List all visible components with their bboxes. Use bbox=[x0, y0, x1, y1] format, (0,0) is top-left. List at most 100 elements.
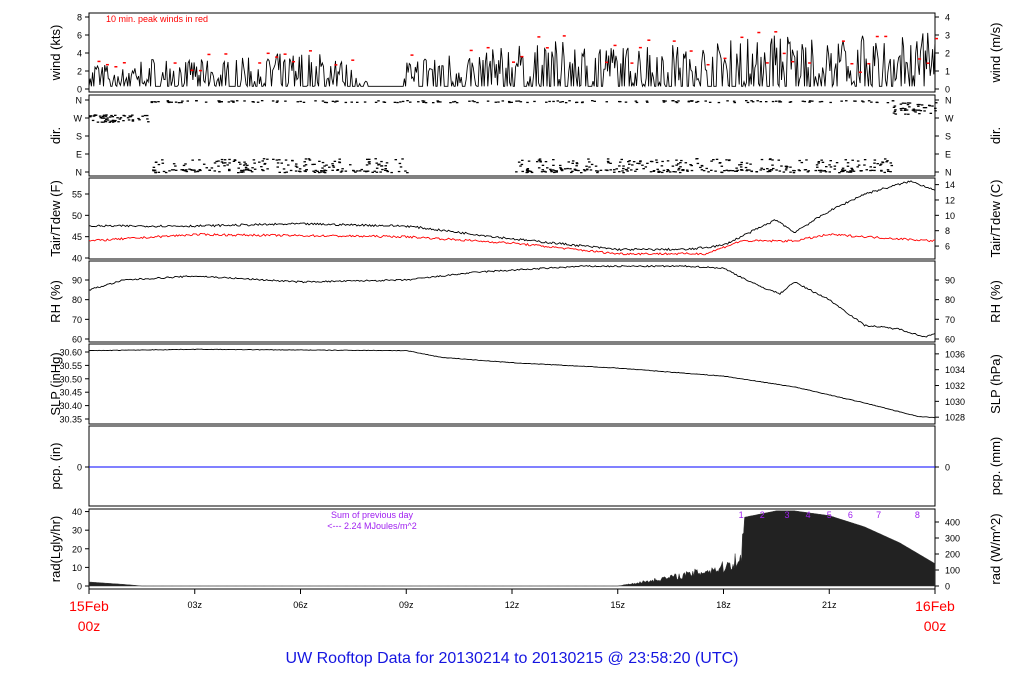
wind-direction-point bbox=[899, 103, 903, 105]
wind-direction-point bbox=[424, 102, 428, 104]
right-axis-label: dir. bbox=[988, 127, 1003, 144]
wind-direction-point bbox=[894, 113, 898, 115]
tick-label: 55 bbox=[72, 190, 82, 200]
wind-direction-point bbox=[266, 158, 269, 160]
wind-direction-point bbox=[649, 171, 653, 173]
wind-direction-point bbox=[111, 121, 115, 123]
wind-direction-point bbox=[841, 169, 844, 171]
wind-direction-point bbox=[840, 170, 843, 173]
wind-direction-point bbox=[744, 166, 748, 169]
wind-direction-point bbox=[588, 166, 591, 168]
wind-direction-point bbox=[904, 108, 907, 110]
wind-direction-point bbox=[828, 171, 832, 173]
wind-direction-point bbox=[789, 171, 792, 173]
wind-direction-point bbox=[876, 101, 879, 104]
wind-direction-point bbox=[625, 169, 628, 171]
wind-direction-point bbox=[94, 114, 98, 116]
wind-direction-point bbox=[331, 163, 334, 165]
wind-direction-point bbox=[735, 170, 739, 172]
wind-direction-point bbox=[92, 115, 95, 117]
wind-direction-point bbox=[804, 169, 808, 171]
wind-direction-point bbox=[618, 171, 621, 173]
wind-direction-point bbox=[803, 100, 807, 103]
wind-direction-point bbox=[768, 170, 772, 173]
wind-direction-point bbox=[801, 100, 805, 102]
wind-direction-point bbox=[705, 167, 708, 170]
wind-direction-point bbox=[325, 101, 329, 104]
wind-direction-point bbox=[354, 171, 357, 173]
wind-direction-point bbox=[798, 170, 801, 172]
wind-direction-point bbox=[856, 160, 860, 162]
wind-direction-point bbox=[901, 107, 905, 109]
left-axis-label: dir. bbox=[48, 127, 63, 144]
wind-direction-point bbox=[635, 168, 639, 170]
wind-direction-point bbox=[899, 108, 903, 110]
wind-direction-point bbox=[192, 169, 196, 171]
wind-direction-point bbox=[199, 169, 202, 172]
wind-direction-point bbox=[128, 115, 131, 117]
wind-direction-point bbox=[117, 121, 120, 123]
wind-direction-point bbox=[828, 164, 831, 166]
wind-direction-point bbox=[170, 101, 173, 103]
wind-direction-point bbox=[846, 165, 850, 167]
wind-direction-point bbox=[537, 167, 541, 169]
wind-direction-point bbox=[537, 159, 541, 161]
wind-direction-point bbox=[656, 168, 659, 170]
peak-wind-mark bbox=[562, 35, 566, 37]
peak-wind-mark bbox=[334, 64, 338, 66]
wind-direction-point bbox=[519, 101, 523, 103]
peak-wind-mark bbox=[765, 62, 769, 64]
wind-direction-point bbox=[401, 158, 404, 160]
wind-direction-point bbox=[914, 111, 917, 113]
wind-direction-point bbox=[322, 170, 325, 172]
wind-direction-point bbox=[336, 169, 339, 171]
wind-direction-point bbox=[591, 100, 594, 102]
wind-direction-point bbox=[729, 169, 732, 172]
wind-direction-point bbox=[886, 169, 890, 171]
wind-direction-point bbox=[352, 170, 356, 172]
wind-direction-point bbox=[218, 171, 221, 173]
wind-direction-point bbox=[922, 107, 926, 109]
wind-direction-point bbox=[817, 162, 820, 164]
wind-direction-point bbox=[589, 169, 593, 171]
wind-direction-point bbox=[759, 101, 763, 103]
wind-direction-point bbox=[184, 163, 187, 165]
tick-label: 90 bbox=[945, 276, 955, 286]
wind-direction-point bbox=[588, 161, 591, 163]
wind-direction-point bbox=[365, 158, 369, 160]
wind-direction-point bbox=[735, 167, 738, 169]
wind-direction-point bbox=[934, 102, 938, 104]
peak-wind-mark bbox=[774, 31, 778, 33]
tick-label: 8 bbox=[77, 13, 82, 23]
wind-direction-point bbox=[535, 161, 539, 163]
wind-direction-point bbox=[606, 158, 610, 160]
wind-direction-point bbox=[284, 159, 288, 161]
wind-direction-point bbox=[258, 161, 261, 163]
wind-direction-point bbox=[849, 171, 853, 173]
wind-direction-point bbox=[666, 160, 670, 162]
wind-direction-point bbox=[244, 168, 248, 170]
wind-direction-point bbox=[89, 115, 92, 117]
wind-direction-point bbox=[678, 171, 682, 174]
peak-wind-mark bbox=[520, 55, 524, 58]
wind-direction-point bbox=[807, 170, 811, 172]
wind-direction-point bbox=[190, 169, 194, 171]
wind-direction-point bbox=[891, 100, 895, 102]
wind-direction-point bbox=[303, 161, 306, 163]
wind-direction-point bbox=[632, 161, 636, 163]
tick-label: 4 bbox=[77, 49, 82, 59]
wind-direction-point bbox=[422, 101, 425, 103]
wind-direction-point bbox=[739, 166, 743, 168]
wind-direction-point bbox=[473, 101, 476, 103]
left-axis-label: RH (%) bbox=[48, 280, 63, 323]
peak-wind-mark bbox=[224, 53, 228, 55]
wind-direction-point bbox=[666, 169, 669, 171]
wind-direction-point bbox=[287, 164, 290, 166]
wind-direction-point bbox=[778, 101, 781, 103]
wind-direction-point bbox=[671, 100, 674, 102]
wind-direction-point bbox=[98, 115, 102, 117]
wind-direction-point bbox=[712, 159, 715, 161]
wind-direction-point bbox=[367, 161, 371, 163]
wind-direction-point bbox=[384, 165, 388, 167]
hour-mark-label: 7 bbox=[876, 510, 881, 520]
